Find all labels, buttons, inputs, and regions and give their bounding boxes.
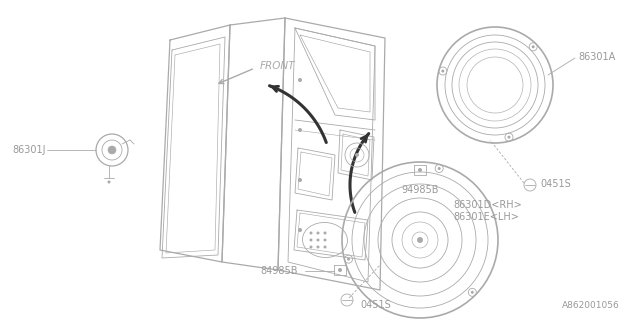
Circle shape bbox=[310, 231, 312, 235]
Circle shape bbox=[317, 238, 319, 242]
Text: 0451S: 0451S bbox=[360, 300, 391, 310]
Circle shape bbox=[355, 153, 359, 157]
Circle shape bbox=[508, 136, 511, 139]
Circle shape bbox=[347, 258, 350, 261]
Circle shape bbox=[442, 69, 444, 73]
Circle shape bbox=[338, 268, 342, 272]
Circle shape bbox=[298, 128, 302, 132]
Text: A862001056: A862001056 bbox=[563, 301, 620, 310]
Circle shape bbox=[317, 231, 319, 235]
Text: 86301A: 86301A bbox=[578, 52, 615, 62]
Circle shape bbox=[310, 238, 312, 242]
Circle shape bbox=[298, 178, 302, 182]
Circle shape bbox=[310, 245, 312, 249]
Circle shape bbox=[532, 45, 534, 48]
Text: FRONT: FRONT bbox=[260, 61, 296, 71]
Text: 86301D<RH>: 86301D<RH> bbox=[453, 200, 522, 210]
Text: 0451S: 0451S bbox=[540, 179, 571, 189]
Text: 86301J: 86301J bbox=[12, 145, 45, 155]
Text: 94985B: 94985B bbox=[401, 185, 439, 195]
Text: 86301E<LH>: 86301E<LH> bbox=[453, 212, 519, 222]
Circle shape bbox=[108, 146, 116, 154]
Circle shape bbox=[417, 237, 423, 243]
Circle shape bbox=[298, 78, 302, 82]
Text: 84985B: 84985B bbox=[260, 266, 298, 276]
Circle shape bbox=[317, 245, 319, 249]
Circle shape bbox=[323, 231, 326, 235]
Circle shape bbox=[471, 291, 474, 294]
Circle shape bbox=[418, 168, 422, 172]
Circle shape bbox=[108, 180, 111, 183]
Circle shape bbox=[298, 228, 302, 232]
Circle shape bbox=[323, 245, 326, 249]
Circle shape bbox=[438, 167, 441, 170]
Circle shape bbox=[323, 238, 326, 242]
